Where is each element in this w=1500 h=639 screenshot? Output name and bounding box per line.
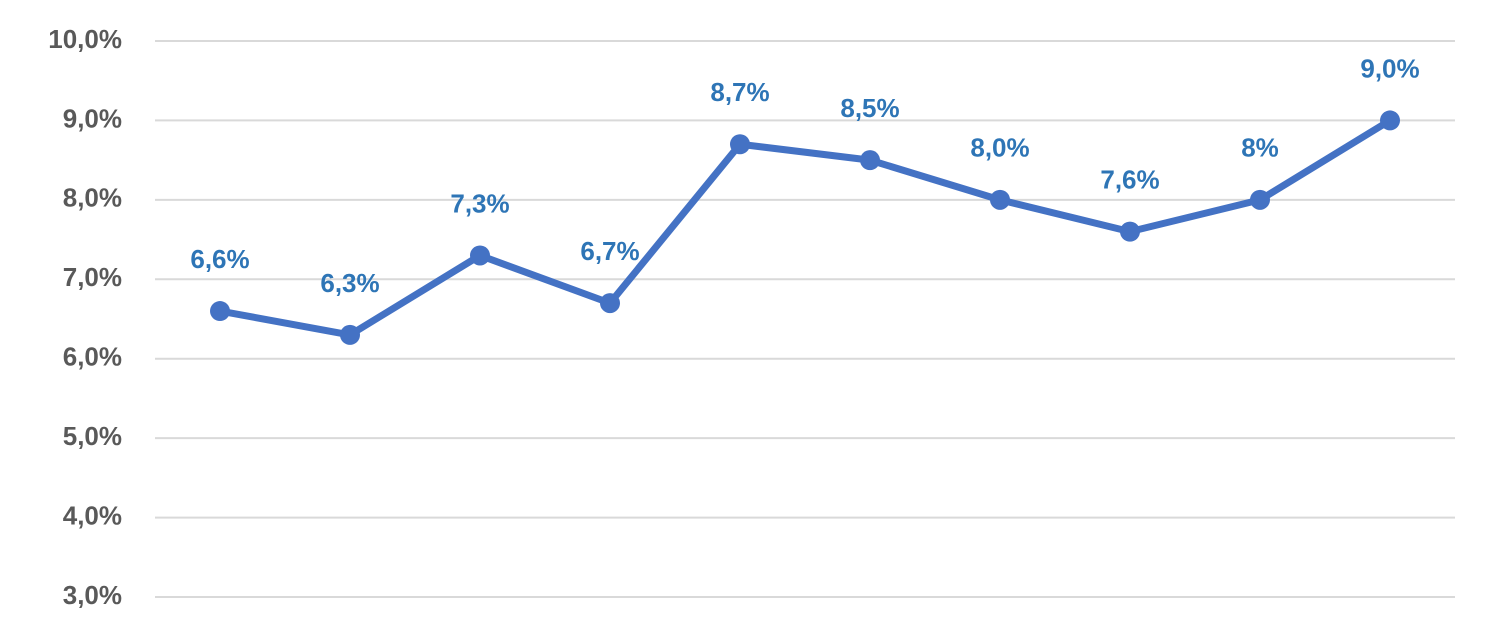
data-label: 7,6% (1100, 165, 1159, 195)
data-line (219, 117, 1392, 339)
data-point (470, 245, 490, 266)
y-tick-label: 6,0% (63, 342, 122, 372)
data-point (1380, 110, 1400, 131)
y-tick-label: 5,0% (63, 421, 122, 451)
data-label: 6,3% (320, 268, 379, 298)
y-tick-label: 9,0% (63, 103, 122, 133)
data-label: 8,5% (840, 93, 899, 123)
y-tick-label: 3,0% (63, 580, 122, 610)
data-point (600, 293, 620, 314)
data-point (210, 301, 230, 322)
data-label: 8,0% (970, 133, 1029, 163)
data-label: 6,6% (190, 244, 249, 274)
y-tick-label: 4,0% (63, 500, 122, 530)
data-label: 9,0% (1360, 53, 1419, 83)
data-label: 6,7% (580, 236, 639, 266)
data-point (860, 150, 880, 171)
data-label: 8% (1241, 133, 1279, 163)
data-label: 7,3% (450, 188, 509, 218)
y-tick-label: 8,0% (63, 183, 122, 213)
data-point (340, 324, 360, 345)
data-point (1120, 221, 1140, 242)
data-label: 8,7% (710, 77, 769, 107)
y-tick-label: 7,0% (63, 262, 122, 292)
y-tick-label: 10,0% (48, 24, 122, 54)
data-point (1250, 189, 1270, 210)
data-point (730, 134, 750, 155)
data-point (990, 189, 1010, 210)
